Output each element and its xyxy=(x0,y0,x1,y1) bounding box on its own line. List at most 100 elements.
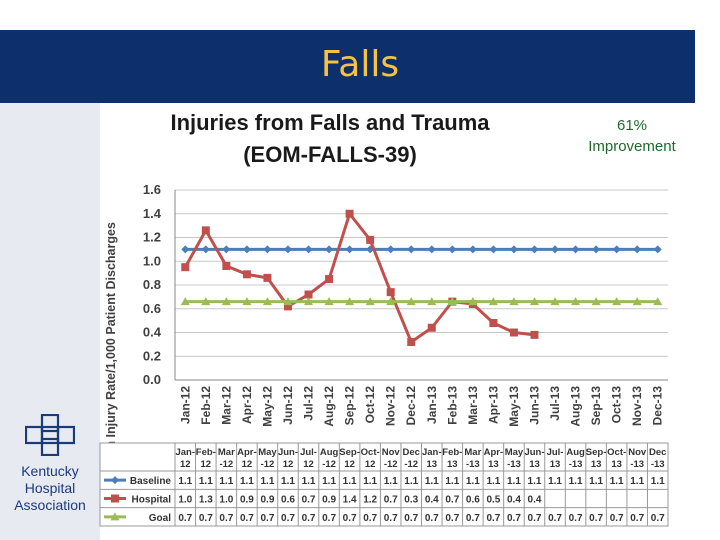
table-header-bottom: 12 xyxy=(242,459,253,470)
data-point-baseline xyxy=(509,245,518,254)
data-point-baseline xyxy=(633,245,642,254)
table-header-top: Nov xyxy=(382,447,401,458)
logo-line-3: Association xyxy=(14,497,86,513)
table-header-top: Jan- xyxy=(175,447,195,458)
data-point-hospital xyxy=(325,275,334,284)
data-point-baseline xyxy=(571,245,580,254)
table-cell: 0.7 xyxy=(630,513,644,524)
table-header-bottom: 13 xyxy=(529,459,540,470)
table-cell: 1.1 xyxy=(281,476,295,487)
data-point-baseline xyxy=(551,245,560,254)
data-point-goal xyxy=(591,297,601,306)
table-header-bottom: 13 xyxy=(447,459,458,470)
data-point-baseline xyxy=(386,245,395,254)
table-cell: 0.9 xyxy=(260,495,274,506)
table-cell: 1.1 xyxy=(466,476,480,487)
x-tick-label: Dec-12 xyxy=(404,386,418,426)
data-point-hospital xyxy=(509,328,518,337)
table-header-bottom: 13 xyxy=(488,459,499,470)
legend-label: Baseline xyxy=(130,476,172,487)
table-header-top: Oct- xyxy=(361,447,380,458)
table-cell: 0.7 xyxy=(486,513,500,524)
table-cell: 0.7 xyxy=(425,513,439,524)
table-header-bottom: -12 xyxy=(404,459,418,470)
data-point-baseline xyxy=(345,245,354,254)
table-cell: 1.1 xyxy=(199,476,213,487)
table-header-top: Nov xyxy=(628,447,647,458)
data-point-goal xyxy=(386,297,396,306)
table-header-top: Dec xyxy=(649,447,666,458)
table-cell: 0.7 xyxy=(466,513,480,524)
chart-title: Injuries from Falls and Trauma (EOM-FALL… xyxy=(100,107,560,171)
data-point-hospital xyxy=(283,302,292,311)
table-header-bottom: -13 xyxy=(507,459,521,470)
data-point-hospital xyxy=(242,270,251,279)
table-header-top: Apr- xyxy=(484,447,504,458)
table-cell: 1.0 xyxy=(178,495,192,506)
table-cell: 0.7 xyxy=(322,513,336,524)
table-header-bottom: 12 xyxy=(303,459,314,470)
table-cell: 1.1 xyxy=(486,476,500,487)
table-header-bottom: -12 xyxy=(384,459,398,470)
kha-logo: Kentucky Hospital Association xyxy=(8,413,92,514)
table-header-top: Feb- xyxy=(196,447,216,458)
kha-logo-icon xyxy=(24,413,76,457)
data-point-baseline xyxy=(612,245,621,254)
data-point-goal xyxy=(180,297,190,306)
legend-label: Hospital xyxy=(132,495,172,506)
improvement-callout: 61% Improvement xyxy=(572,115,692,157)
table-cell: 0.7 xyxy=(651,513,665,524)
table-header-bottom: 13 xyxy=(611,459,622,470)
table-header-bottom: -13 xyxy=(651,459,665,470)
table-cell: 1.1 xyxy=(363,476,377,487)
table-cell: 0.7 xyxy=(528,513,542,524)
table-cell: 1.1 xyxy=(630,476,644,487)
y-axis-label: Fall With Injury Rate/1,000 Patient Disc… xyxy=(104,222,118,493)
table-header-bottom: -13 xyxy=(466,459,480,470)
data-point-goal xyxy=(427,297,437,306)
data-point-hospital xyxy=(201,226,210,235)
data-point-hospital xyxy=(345,209,354,218)
table-cell: 1.1 xyxy=(548,476,562,487)
x-tick-label: Feb-12 xyxy=(199,386,213,425)
chart-title-line-2: (EOM-FALLS-39) xyxy=(243,142,417,167)
table-header-bottom: -12 xyxy=(219,459,233,470)
data-point-goal xyxy=(201,297,211,306)
table-cell: 1.1 xyxy=(240,476,254,487)
table-cell: 0.7 xyxy=(404,513,418,524)
data-point-goal xyxy=(324,297,334,306)
data-point-baseline xyxy=(304,245,313,254)
table-header-top: Jul- xyxy=(547,447,564,458)
table-cell: 0.6 xyxy=(466,495,480,506)
data-point-goal xyxy=(304,297,314,306)
table-cell: 0.5 xyxy=(486,495,500,506)
data-point-baseline xyxy=(325,245,334,254)
legend-marker-baseline xyxy=(111,476,119,485)
data-point-goal xyxy=(283,297,293,306)
left-band xyxy=(0,103,100,540)
x-tick-label: Oct-13 xyxy=(610,386,624,424)
table-cell: 1.1 xyxy=(343,476,357,487)
x-tick-label: May-12 xyxy=(260,386,274,427)
table-header-top: Jun- xyxy=(524,447,544,458)
table-cell: 0.7 xyxy=(445,513,459,524)
table-header-bottom: -12 xyxy=(261,459,275,470)
table-header-bottom: -12 xyxy=(322,459,336,470)
table-header-top: Aug xyxy=(320,447,339,458)
table-header-bottom: 12 xyxy=(180,459,191,470)
table-cell: 1.1 xyxy=(610,476,624,487)
data-point-hospital xyxy=(407,338,416,346)
table-cell: 0.7 xyxy=(281,513,295,524)
table-cell: 1.1 xyxy=(302,476,316,487)
data-point-baseline xyxy=(448,245,457,254)
data-point-baseline xyxy=(468,245,477,254)
data-point-goal xyxy=(550,297,560,306)
table-cell: 1.1 xyxy=(528,476,542,487)
table-cell: 1.1 xyxy=(178,476,192,487)
x-tick-label: Jul-13 xyxy=(548,386,562,421)
data-point-baseline xyxy=(592,245,601,254)
data-point-goal xyxy=(345,297,355,306)
y-tick-label: 1.0 xyxy=(143,253,161,268)
table-cell: 1.1 xyxy=(569,476,583,487)
x-tick-label: Feb-13 xyxy=(445,386,459,425)
